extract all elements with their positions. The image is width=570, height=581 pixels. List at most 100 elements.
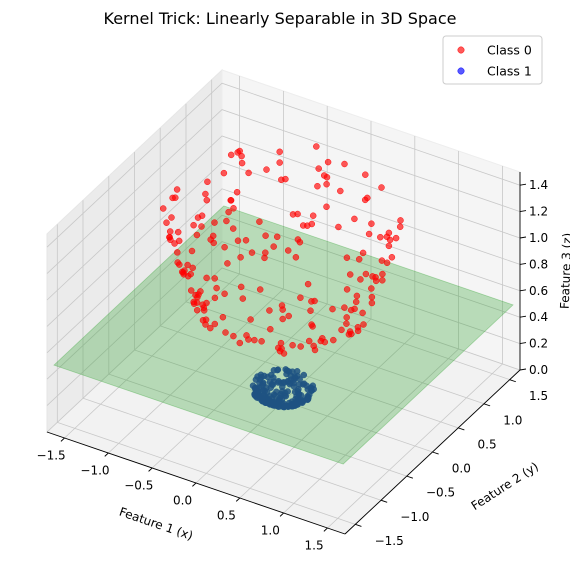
z-tick	[519, 236, 527, 239]
class-0-point	[261, 254, 268, 262]
class-0-point	[220, 169, 228, 177]
legend-marker-class-1	[457, 67, 465, 75]
class-0-point	[346, 328, 354, 335]
class-0-point	[289, 341, 296, 349]
class-0-point	[188, 247, 196, 255]
grid-line-z	[46, 82, 521, 248]
class-0-point	[213, 284, 220, 292]
class-0-point	[202, 316, 210, 323]
class-0-point	[359, 309, 366, 317]
legend-box	[442, 35, 543, 85]
class-0-point	[330, 336, 337, 344]
class-0-point	[187, 287, 195, 294]
y-tick	[380, 499, 388, 503]
class-0-point	[351, 215, 358, 223]
class-0-point	[277, 339, 285, 347]
grid-line-z	[46, 188, 521, 354]
class-0-point	[267, 325, 274, 333]
class-1-point	[259, 397, 266, 405]
class-0-point	[159, 205, 167, 212]
class-0-point	[179, 269, 187, 276]
z-tick	[519, 289, 527, 292]
class-0-point	[230, 205, 237, 212]
class-0-point	[385, 229, 393, 237]
class-0-point	[270, 243, 277, 250]
class-0-point	[353, 292, 361, 300]
class-0-point	[190, 300, 198, 307]
class-0-point	[166, 234, 173, 241]
class-0-point	[207, 324, 214, 332]
class-0-point	[305, 337, 313, 345]
class-0-point	[169, 194, 176, 202]
class-0-point	[211, 219, 218, 226]
class-0-point	[379, 277, 386, 284]
y-tick	[406, 475, 414, 479]
z-tick	[519, 210, 527, 213]
class-0-point	[224, 260, 231, 267]
class-0-point	[378, 184, 385, 191]
class-0-point	[338, 326, 345, 334]
class-0-point	[368, 285, 375, 292]
grid-line-z	[46, 241, 521, 406]
class-0-point	[229, 225, 237, 232]
class-0-point	[308, 298, 315, 305]
legend: Class 0 Class 1	[442, 35, 543, 85]
class-0-point	[194, 293, 201, 301]
grid-line-z	[46, 214, 521, 380]
class-0-point	[343, 286, 351, 293]
class-0-point	[227, 151, 235, 159]
class-0-point	[236, 339, 244, 347]
class-0-point	[193, 231, 201, 239]
class-1-point	[281, 402, 289, 410]
class-0-point	[296, 238, 304, 246]
class-0-point	[204, 178, 211, 186]
z-tick-label: 0.8	[529, 257, 548, 271]
grid-line-z	[46, 109, 521, 274]
class-0-point	[324, 158, 332, 166]
class-0-point	[343, 314, 350, 321]
class-0-point	[234, 149, 241, 156]
class-1-point	[304, 396, 311, 404]
legend-label-class-1: Class 1	[487, 64, 532, 79]
z-tick-label: 0.2	[529, 337, 548, 351]
grid-line-z	[46, 135, 521, 301]
x-tick-label: −1.5	[37, 449, 66, 463]
y-tick	[458, 427, 465, 431]
class-0-point	[174, 228, 182, 236]
class-0-point	[184, 261, 191, 269]
class-0-point	[310, 342, 317, 350]
class-0-point	[343, 254, 351, 261]
class-0-point	[341, 304, 348, 311]
class-0-point	[313, 143, 320, 150]
class-0-point	[262, 232, 269, 239]
class-0-point	[203, 299, 210, 307]
class-0-point	[193, 306, 201, 314]
x-tick	[279, 512, 284, 517]
class-0-point	[368, 299, 376, 307]
y-tick-label: 1.5	[529, 389, 548, 403]
class-0-point	[388, 254, 396, 261]
class-0-point	[368, 293, 376, 301]
class-0-point	[284, 247, 292, 254]
class-0-point	[346, 271, 354, 278]
class-0-point	[237, 254, 244, 261]
class-0-point	[379, 270, 386, 278]
class-0-point	[263, 166, 270, 173]
class-0-point	[173, 186, 181, 193]
class-0-point	[362, 270, 370, 278]
z-tick	[519, 262, 527, 265]
class-0-point	[239, 295, 247, 302]
class-0-point	[258, 338, 265, 345]
y-tick-label: 1.0	[503, 413, 522, 427]
class-0-point	[273, 233, 281, 241]
class-0-point	[227, 197, 234, 204]
class-0-point	[329, 305, 336, 313]
y-tick	[432, 451, 439, 455]
decision-plane	[53, 205, 514, 465]
z-tick	[519, 368, 527, 371]
class-0-point	[198, 223, 205, 230]
y-axis-label: Feature 2 (y)	[469, 459, 541, 513]
class-0-point	[197, 288, 204, 295]
class-0-point	[308, 321, 315, 328]
class-0-point	[266, 307, 273, 314]
